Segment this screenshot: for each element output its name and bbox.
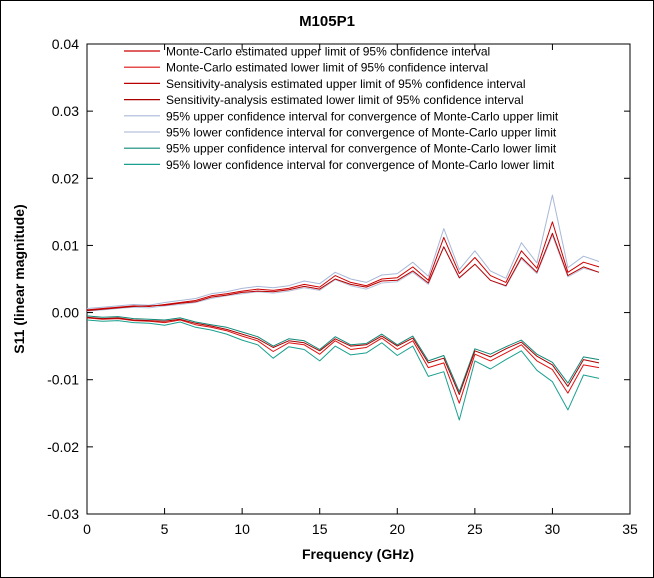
- x-tick-label: 15: [312, 521, 328, 537]
- x-tick-label: 25: [467, 521, 483, 537]
- legend: Monte-Carlo estimated upper limit of 95%…: [124, 45, 559, 172]
- x-tick-label: 30: [545, 521, 561, 537]
- plot-area: [86, 43, 631, 515]
- y-axis: -0.03 -0.02 -0.01 0.00 0.01 0.02 0.03 0.04: [47, 36, 630, 522]
- series-line-8: [86, 319, 600, 421]
- legend-label: 95% lower confidence interval for conver…: [166, 126, 557, 140]
- legend-label: 95% lower confidence interval for conver…: [166, 158, 555, 172]
- x-tick-label: 35: [622, 521, 638, 537]
- y-tick-label: 0.02: [52, 170, 79, 186]
- series-line-7: [86, 315, 600, 393]
- x-axis: 0 5 10 15 20 25 30 35: [83, 44, 638, 537]
- x-tick-label: 20: [389, 521, 405, 537]
- y-tick-label: 0.01: [52, 237, 79, 253]
- legend-label: Monte-Carlo estimated upper limit of 95%…: [166, 45, 490, 59]
- x-axis-label: Frequency (GHz): [302, 546, 414, 562]
- series-group: [86, 194, 600, 421]
- x-tick-label: 5: [161, 521, 169, 537]
- legend-label: Sensitivity-analysis estimated lower lim…: [166, 93, 524, 107]
- y-axis-label: S11 (linear magnitude): [11, 204, 27, 353]
- x-tick-label: 10: [234, 521, 250, 537]
- y-tick-label: -0.02: [47, 439, 79, 455]
- y-tick-label: -0.03: [47, 506, 79, 522]
- y-tick-label: 0.00: [52, 305, 79, 321]
- x-tick-label: 0: [83, 521, 91, 537]
- y-tick-label: 0.04: [52, 36, 79, 52]
- series-line-4: [86, 316, 600, 395]
- y-tick-label: 0.03: [52, 103, 79, 119]
- series-line-6: [86, 234, 600, 312]
- legend-label: Monte-Carlo estimated lower limit of 95%…: [166, 61, 488, 75]
- series-line-2: [86, 317, 600, 404]
- series-line-3: [86, 232, 600, 312]
- y-tick-label: -0.01: [47, 372, 79, 388]
- series-line-5: [86, 194, 600, 309]
- legend-label: Sensitivity-analysis estimated upper lim…: [166, 77, 526, 91]
- chart-title: M105P1: [299, 13, 355, 30]
- legend-label: 95% upper confidence interval for conver…: [166, 109, 559, 123]
- series-line-1: [86, 221, 600, 311]
- legend-label: 95% upper confidence interval for conver…: [166, 142, 557, 156]
